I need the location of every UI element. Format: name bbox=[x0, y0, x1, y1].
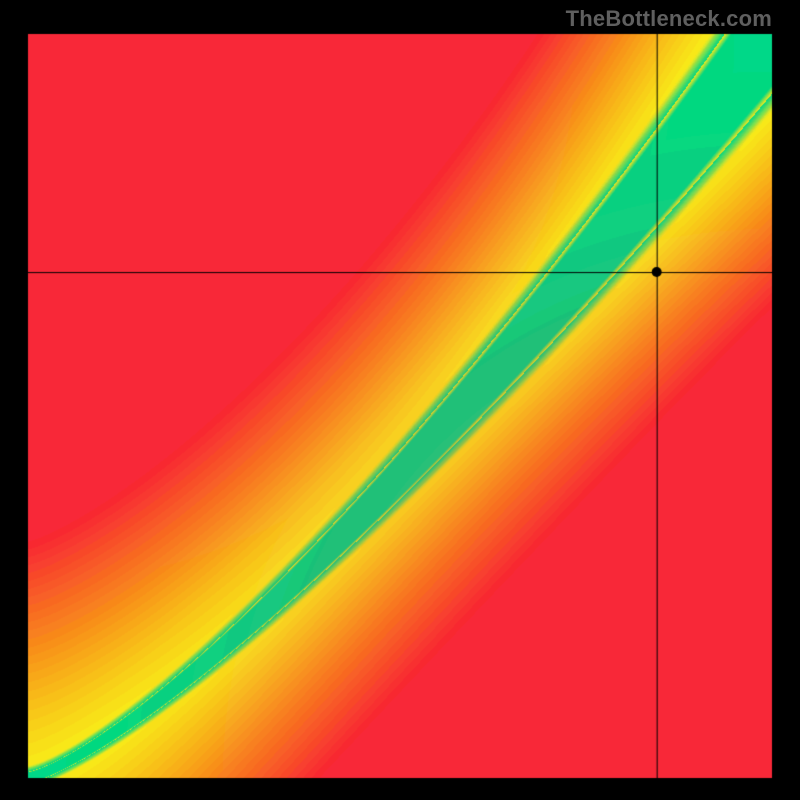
bottleneck-heatmap bbox=[0, 0, 800, 800]
watermark-text: TheBottleneck.com bbox=[566, 6, 772, 32]
chart-container: { "watermark": { "text": "TheBottleneck.… bbox=[0, 0, 800, 800]
